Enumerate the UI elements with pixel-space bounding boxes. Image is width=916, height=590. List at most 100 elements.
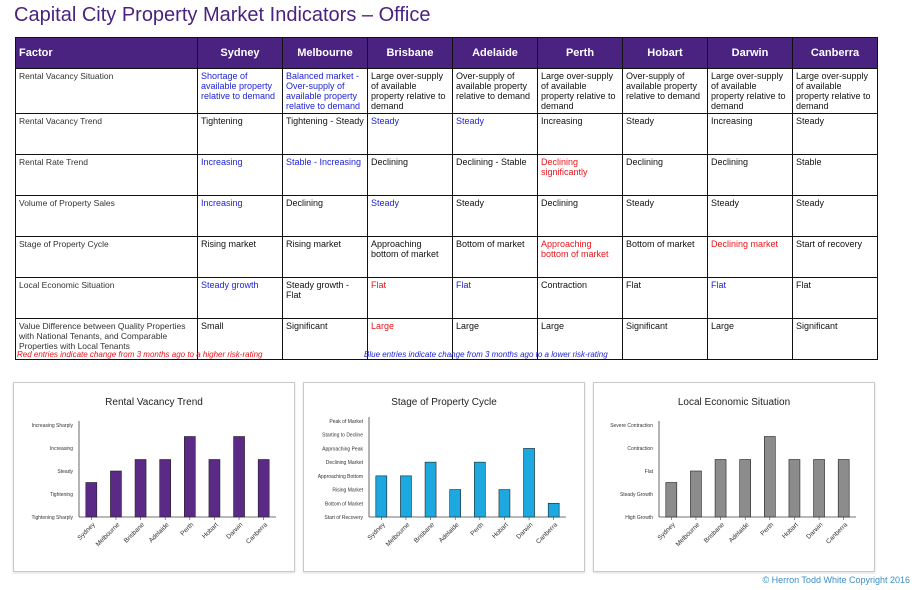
chart-title: Local Economic Situation (678, 397, 790, 408)
table-cell: Large over-supply of available property … (367, 68, 453, 114)
table-cell: Declining significantly (537, 154, 623, 196)
bar-adelaide (449, 489, 461, 518)
y-tick-label: Start of Recovery (324, 515, 363, 521)
table-cell: Large over-supply of available property … (707, 68, 793, 114)
x-tick-label: Adelaide (728, 521, 751, 544)
table-cell: Tightening - Steady (282, 113, 368, 155)
x-tick-label: Melbourne (95, 521, 122, 548)
x-tick-label: Sydney (76, 521, 97, 542)
table-row: Rental Rate Trend Increasing Stable - Incr… (15, 154, 878, 196)
bar-sydney (665, 482, 678, 518)
y-tick-label: Steady Growth (620, 492, 653, 498)
bar-darwin (813, 459, 825, 518)
table-cell: Steady growth - Flat (282, 277, 368, 319)
table-row: Value Difference between Quality Propert… (15, 318, 878, 360)
x-tick-label: Darwin (515, 521, 535, 541)
x-tick-label: Hobart (201, 521, 220, 540)
y-tick-label: Severe Contraction (610, 423, 653, 429)
table-cell: Steady (452, 113, 538, 155)
x-tick-label: Brisbane (703, 521, 726, 544)
table-cell: Steady (792, 195, 878, 237)
x-tick-label: Perth (759, 521, 775, 537)
table-row: Stage of Property Cycle Rising market Risi… (15, 236, 878, 278)
table-cell: Significant (622, 318, 708, 360)
bar-melbourne (400, 475, 412, 518)
x-tick-label: Melbourne (675, 521, 702, 548)
header-city-sydney: Sydney (197, 37, 283, 69)
y-tick-label: Declining Market (326, 460, 364, 466)
table-cell: Flat (367, 277, 453, 319)
y-tick-label: Increasing (50, 446, 73, 452)
table-cell: Small (197, 318, 283, 360)
y-tick-label: Tightening Sharply (31, 515, 73, 521)
bar-melbourne (690, 470, 702, 518)
table-row: Local Economic Situation Steady growth Ste… (15, 277, 878, 319)
table-cell: Contraction (537, 277, 623, 319)
chart-rental-vacancy-trend: Rental Vacancy Trend Tightening Sharply Ti… (13, 382, 295, 572)
table-cell: Declining (707, 154, 793, 196)
table-cell: Stable - Increasing (282, 154, 368, 196)
table-row: Rental Vacancy Situation Shortage of avai… (15, 68, 878, 114)
page-title: Capital City Property Market Indicators … (14, 4, 431, 26)
factor-cell: Volume of Property Sales (15, 195, 198, 237)
table-cell: Steady (452, 195, 538, 237)
y-tick-label: Contraction (627, 446, 653, 452)
table-cell: Declining - Stable (452, 154, 538, 196)
y-tick-label: Rising Market (332, 488, 363, 494)
y-tick-label: Steady (57, 469, 73, 475)
factor-cell: Stage of Property Cycle (15, 236, 198, 278)
bar-perth (184, 436, 196, 518)
table-cell: Declining (622, 154, 708, 196)
x-tick-label: Brisbane (413, 521, 436, 544)
chart-local-economic-situation: Local Economic Situation High Growth Stead… (593, 382, 875, 572)
bar-canberra (837, 459, 850, 518)
table-cell: Flat (707, 277, 793, 319)
table-cell: Large over-supply of available property … (792, 68, 878, 114)
table-cell: Steady growth (197, 277, 283, 319)
chart-title: Rental Vacancy Trend (105, 397, 203, 408)
x-tick-label: Darwin (805, 521, 825, 541)
red-entries-note: Red entries indicate change from 3 month… (17, 350, 263, 359)
table-cell: Approaching bottom of market (537, 236, 623, 278)
table-cell: Declining (537, 195, 623, 237)
x-tick-label: Adelaide (438, 521, 461, 544)
indicators-table: Factor Sydney Melbourne Brisbane Adelaide Pe… (15, 37, 878, 360)
chart-title: Stage of Property Cycle (391, 397, 497, 408)
table-cell: Increasing (707, 113, 793, 155)
table-cell: Rising market (282, 236, 368, 278)
table-cell: Steady (622, 113, 708, 155)
bar-brisbane (424, 461, 437, 518)
x-tick-label: Adelaide (148, 521, 171, 544)
bar-canberra (547, 502, 560, 518)
header-city-hobart: Hobart (622, 37, 708, 69)
table-cell: Over-supply of available property relati… (452, 68, 538, 114)
copyright-text: © Herron Todd White Copyright 2016 (762, 575, 910, 585)
table-cell: Steady (367, 195, 453, 237)
x-tick-label: Perth (179, 521, 195, 537)
bar-adelaide (739, 459, 751, 518)
table-cell: Steady (367, 113, 453, 155)
table-row: Volume of Property Sales Increasing Declin… (15, 195, 878, 237)
factor-cell: Rental Rate Trend (15, 154, 198, 196)
table-cell: Significant (282, 318, 368, 360)
table-cell: Over-supply of available property relati… (622, 68, 708, 114)
bar-darwin (523, 448, 535, 518)
header-city-darwin: Darwin (707, 37, 793, 69)
table-cell: Increasing (197, 154, 283, 196)
table-row: Rental Vacancy Trend Tightening Tightening… (15, 113, 878, 155)
table-cell: Rising market (197, 236, 283, 278)
table-cell: Declining (282, 195, 368, 237)
bar-perth (764, 436, 776, 518)
factor-cell: Rental Vacancy Trend (15, 113, 198, 155)
y-tick-label: Flat (645, 469, 654, 475)
table-cell: Stable (792, 154, 878, 196)
table-cell: Flat (622, 277, 708, 319)
x-tick-label: Canberra (245, 521, 269, 545)
table-cell: Large (707, 318, 793, 360)
bar-adelaide (159, 459, 171, 518)
table-cell: Steady (622, 195, 708, 237)
blue-entries-note: Blue entries indicate change from 3 mont… (364, 350, 608, 359)
y-tick-label: Starting to Decline (322, 433, 363, 439)
header-city-adelaide: Adelaide (452, 37, 538, 69)
table-cell: Steady (792, 113, 878, 155)
